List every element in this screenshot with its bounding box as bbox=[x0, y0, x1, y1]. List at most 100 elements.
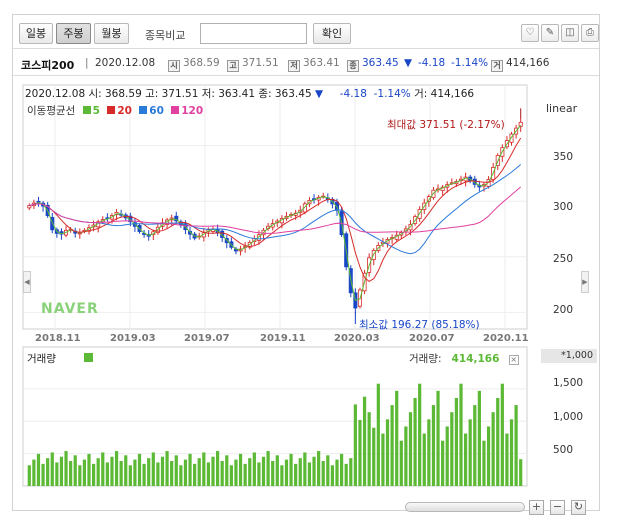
volume-bar bbox=[257, 462, 261, 486]
weekly-button[interactable]: 주봉 bbox=[56, 23, 91, 44]
volume-bar bbox=[436, 390, 440, 486]
volume-bar bbox=[220, 461, 224, 486]
volume-bar bbox=[147, 458, 151, 486]
volume-bar bbox=[385, 419, 390, 486]
y-tick-350: 350 bbox=[553, 151, 574, 163]
ma-legend: 이동평균선 5 20 60 120 bbox=[27, 103, 203, 118]
high-value: 고 371.51 bbox=[227, 57, 279, 72]
x-tick-2020-11: 2020.11 bbox=[483, 333, 529, 344]
y-tick-250: 250 bbox=[553, 253, 574, 265]
ma20-line bbox=[29, 137, 522, 283]
volume-current: 거래량: 414,166 × bbox=[409, 353, 519, 365]
volume-bar bbox=[124, 455, 128, 486]
change-arrow: ▼ bbox=[404, 57, 413, 69]
confirm-button[interactable]: 확인 bbox=[313, 23, 351, 44]
quote-date: 2020.12.08 bbox=[95, 57, 156, 69]
volume-bar bbox=[477, 390, 481, 486]
open-value: 시 368.59 bbox=[168, 57, 220, 72]
volume-bar bbox=[151, 452, 155, 486]
print-icon[interactable]: ⎙ bbox=[581, 24, 599, 42]
candle-body bbox=[302, 203, 307, 213]
compare-input[interactable] bbox=[200, 23, 307, 44]
compare-label: 종목비교 bbox=[145, 29, 186, 42]
volume-bar bbox=[395, 390, 399, 486]
volume-bar bbox=[96, 458, 100, 486]
candle-body bbox=[174, 215, 179, 222]
volume-bar bbox=[36, 453, 41, 486]
volume-bar bbox=[317, 451, 321, 486]
x-tick-2018-11: 2018.11 bbox=[35, 333, 81, 344]
volume-bar bbox=[427, 419, 431, 486]
volume-badge: 거 bbox=[491, 60, 503, 72]
volume-bar bbox=[303, 452, 307, 486]
volume-bar bbox=[229, 465, 233, 486]
pencil-icon[interactable]: ✎ bbox=[541, 24, 559, 42]
vol-tick-500: 500 bbox=[553, 444, 574, 456]
volume-bar bbox=[441, 440, 445, 486]
layout-icon[interactable]: ◫ bbox=[561, 24, 579, 42]
volume-bar bbox=[105, 462, 109, 486]
volume-bar bbox=[298, 458, 302, 486]
volume-bar bbox=[234, 459, 238, 486]
stock-chart-widget: 일봉 주봉 월봉 종목비교 확인 ♡ ✎ ◫ ⎙ 코스피200 | 2020.1… bbox=[12, 14, 600, 515]
x-tick-2019-11: 2019.11 bbox=[260, 333, 306, 344]
timeline-scrollbar[interactable] bbox=[405, 502, 525, 512]
x-tick-2020-03: 2020.03 bbox=[334, 333, 380, 344]
scroll-right-icon[interactable]: ▶ bbox=[581, 271, 589, 293]
volume-bar bbox=[46, 458, 50, 486]
volume-bar bbox=[399, 440, 403, 486]
volume-bar bbox=[335, 459, 339, 486]
volume-bar bbox=[252, 452, 256, 486]
change-pct: -1.14% bbox=[451, 57, 489, 69]
close-icon[interactable]: × bbox=[508, 355, 519, 365]
volume-bar bbox=[307, 462, 312, 486]
ma20-label: 20 bbox=[117, 105, 132, 117]
volume-bar bbox=[243, 463, 247, 486]
zoom-in-icon[interactable]: + bbox=[529, 500, 544, 515]
max-annotation: 최대값 371.51 (-2.17%) bbox=[387, 119, 505, 131]
reset-icon[interactable]: ↻ bbox=[571, 500, 586, 515]
zoom-out-icon[interactable]: − bbox=[550, 500, 565, 515]
volume-bar bbox=[193, 463, 197, 486]
volume-bar bbox=[82, 459, 87, 486]
volume-bar bbox=[69, 461, 73, 486]
volume-bar bbox=[418, 383, 422, 486]
bulb-icon[interactable]: ♡ bbox=[521, 24, 539, 42]
open-badge: 시 bbox=[168, 60, 180, 72]
volume-bar bbox=[330, 465, 335, 486]
volume-bar bbox=[206, 462, 211, 486]
y-tick-300: 300 bbox=[553, 201, 574, 213]
scale-toggle[interactable]: linear bbox=[546, 102, 578, 115]
volume-bar bbox=[450, 412, 454, 486]
volume-bar bbox=[353, 404, 357, 486]
candle-body bbox=[426, 196, 431, 202]
volume-bar bbox=[505, 433, 509, 486]
quote-bar: 코스피200 | 2020.12.08 시 368.59 고 371.51 저 363… bbox=[13, 50, 599, 76]
vol-tick-1500: 1,500 bbox=[553, 377, 584, 389]
volume-bar bbox=[55, 462, 59, 486]
volume-bar bbox=[188, 453, 192, 486]
volume-bar bbox=[473, 405, 477, 486]
volume-bar bbox=[197, 458, 201, 486]
volume-bar bbox=[87, 453, 91, 486]
volume-bar bbox=[459, 383, 463, 486]
ma120-label: 120 bbox=[181, 105, 204, 117]
monthly-button[interactable]: 월봉 bbox=[94, 23, 129, 44]
ma5-label: 5 bbox=[92, 105, 100, 117]
daily-button[interactable]: 일봉 bbox=[19, 23, 53, 44]
volume-bar bbox=[50, 452, 54, 486]
chart-toolbar: 일봉 주봉 월봉 종목비교 확인 ♡ ✎ ◫ ⎙ bbox=[13, 15, 599, 49]
volume-bar bbox=[170, 461, 174, 486]
volume-bar bbox=[468, 419, 472, 486]
vol-tick-1000: 1,000 bbox=[553, 411, 584, 423]
ma60-line bbox=[29, 164, 522, 255]
volume-bar bbox=[156, 462, 160, 486]
volume-bar bbox=[202, 452, 206, 486]
volume-bar bbox=[119, 461, 123, 486]
x-tick-2019-07: 2019.07 bbox=[184, 333, 230, 344]
volume-bar bbox=[41, 463, 45, 486]
scroll-left-icon[interactable]: ◀ bbox=[23, 271, 31, 293]
volume-bar bbox=[238, 453, 243, 486]
volume-bar bbox=[376, 383, 380, 486]
volume-bar bbox=[280, 465, 284, 486]
